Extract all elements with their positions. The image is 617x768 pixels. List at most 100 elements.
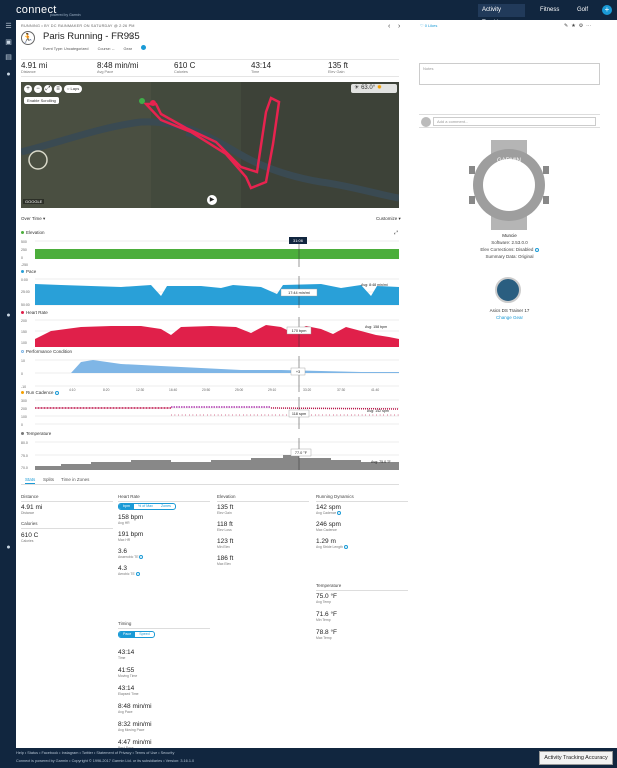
change-gear-link[interactable]: Change Gear [495,315,524,320]
likes-link[interactable]: ♡ 0 Likes [420,23,438,28]
cadence-tick: 200 [21,407,27,411]
add-icon[interactable]: + [602,5,612,15]
event-type-select[interactable]: Event Type: Uncategorized [43,47,89,51]
connections-icon[interactable]: ● [6,312,11,319]
info-icon[interactable] [337,511,342,516]
customize-label: Customize [376,216,398,221]
summary-label: Elev Gain [328,70,345,74]
comment-input[interactable]: Add a comment... [433,117,596,126]
temperature-plot[interactable]: 77.0 °F Avg: 75.0 °F 80.0 75.0 70.0 [21,438,399,470]
stat-avg-temp: 75.0 °F Avg Temp [316,593,337,604]
fullscreen-icon[interactable]: ⤢ [44,85,52,93]
logo-subtitle: powered by Garmin [50,13,81,17]
footer-links[interactable]: Help • Status • Facebook • Instagram • T… [16,751,175,755]
nav-golf[interactable]: Golf ▾ [577,7,589,26]
nav-activity-tracking[interactable]: Activity Tracking ▾ [478,4,525,26]
more-icon[interactable]: ⋯ [586,23,595,29]
stat-label: Elapsed Time [118,692,139,696]
time-tick: 33:20 [303,388,311,392]
cadence-dot-icon [21,391,24,394]
stat-elev-gain: 135 ft Elev Gain [217,504,233,515]
avatar [421,117,431,127]
pace-chart-title: Pace [21,269,36,275]
time-tick: 41:40 [371,388,379,392]
time-tick: 16:40 [169,388,177,392]
over-time-select[interactable]: Over Time ▾ [21,216,46,221]
toggle-pace[interactable]: Pace [119,632,136,637]
notes-field[interactable]: Notes [419,63,600,85]
tab-stats[interactable]: Stats [25,477,36,484]
zoom-out-icon[interactable]: − [34,85,42,93]
heart-rate-chart-title: Heart Rate [21,310,48,316]
watch-brand: GARMIN [497,158,521,164]
calendar-icon[interactable]: ▤ [5,54,12,61]
event-row: Event Type: Uncategorized Course: -- Gea… [43,45,162,51]
pace-cursor-value: 17:44 min/mi [288,291,310,295]
temperature-label: Temperature [26,431,52,436]
toggle-zones[interactable]: Zones [160,504,171,508]
edit-icon[interactable]: ✎ [564,23,572,29]
elevation-chart-title: Elevation [21,230,45,236]
edit-icon[interactable]: ✎ [128,34,134,40]
cadence-plot[interactable]: 118 spm Avg: 142 spm 300 200 100 0 [21,397,399,429]
user-icon[interactable]: ● [6,71,11,78]
laps-button[interactable]: ○ Laps [64,85,83,93]
pace-plot[interactable]: 17:44 min/mi Avg: 8:48 min/mi 0:00 25:00… [21,276,399,308]
map-imagery [21,82,399,208]
elevation-tick: 250 [21,248,27,252]
gear-link[interactable]: Gear [124,45,155,51]
calories-header: Calories [21,521,113,529]
stat-label: Calories [21,539,34,543]
stats-tabs: Stats Splits Time in Zones [21,477,399,485]
run-cadence-chart: Run Cadence 118 spm Avg: 142 spm 300 200… [21,390,399,430]
customize-select[interactable]: Customize ▾ [376,216,401,221]
performance-plot[interactable]: +3 10 0 -10 4:10 8:20 12:30 16:40 20:50 … [21,356,399,392]
summary-value: 4.91 mi [21,61,48,70]
previous-activity-icon[interactable]: ‹ [388,23,391,30]
heart-rate-dot-icon [21,311,24,314]
info-icon[interactable] [54,390,59,395]
course-select[interactable]: Course: -- [97,47,115,51]
info-icon[interactable] [135,572,140,577]
info-icon[interactable] [534,247,539,252]
nav-fitness-label: Fitness [540,7,560,13]
activity-tracking-accuracy-button[interactable]: Activity Tracking Accuracy [539,751,613,765]
toggle-speed[interactable]: Speed [139,632,150,636]
info-icon[interactable] [343,545,348,550]
tab-time-in-zones[interactable]: Time in Zones [61,477,90,482]
menu-icon[interactable]: ☰ [5,23,12,30]
elevation-plot[interactable]: 31:06 500 250 0 -250 [21,237,399,267]
zoom-in-icon[interactable]: + [24,85,32,93]
elevation-tick: 0 [21,256,23,260]
stat-value: 123 ft [217,538,234,545]
play-icon[interactable]: ▶ [207,195,217,205]
summary-value: 8:48 min/mi [97,61,139,70]
groups-icon[interactable]: ● [6,544,11,551]
expand-icon[interactable]: ⤢ [393,230,398,236]
gear-icon[interactable]: ⚙ [578,23,587,29]
toggle-percent-max[interactable]: % of Max [138,504,153,508]
star-icon[interactable]: ★ [571,23,579,29]
stat-value: 8:32 min/mi [118,721,152,728]
tab-splits[interactable]: Splits [43,477,55,482]
heart-rate-plot[interactable]: 170 bpm Avg: 158 bpm 200 150 100 [21,317,399,347]
enable-scrolling-button[interactable]: Enable Scrolling [24,97,59,104]
next-activity-icon[interactable]: › [398,23,401,30]
route-map[interactable]: + − ⤢ ≡ ○ Laps Enable Scrolling ☀ 63.0° ✹ ▶ … [21,82,399,208]
toggle-bpm[interactable]: bpm [119,504,134,509]
timing-header: Timing [118,621,210,629]
stat-label: Max Elev [217,562,231,566]
inbox-icon[interactable]: ▣ [5,39,12,46]
stat-elev-loss: 118 ft Elev Loss [217,521,233,532]
info-icon[interactable] [139,555,144,560]
layers-icon[interactable]: ≡ [54,85,62,93]
nav-fitness[interactable]: Fitness ▾ [540,7,560,26]
heart-rate-label: Heart Rate [26,310,48,315]
toolbar-icons: ✎★⚙⋯ [564,23,594,29]
stat-value: 75.0 °F [316,593,338,600]
temperature-tick: 75.0 [21,454,28,458]
device-elev-corrections: Elev Corrections: Disabled [419,247,600,252]
elevation-marker: 31:06 [293,238,304,243]
connect-logo[interactable]: connect [16,4,57,16]
running-dynamics-header: Running Dynamics [316,494,408,502]
